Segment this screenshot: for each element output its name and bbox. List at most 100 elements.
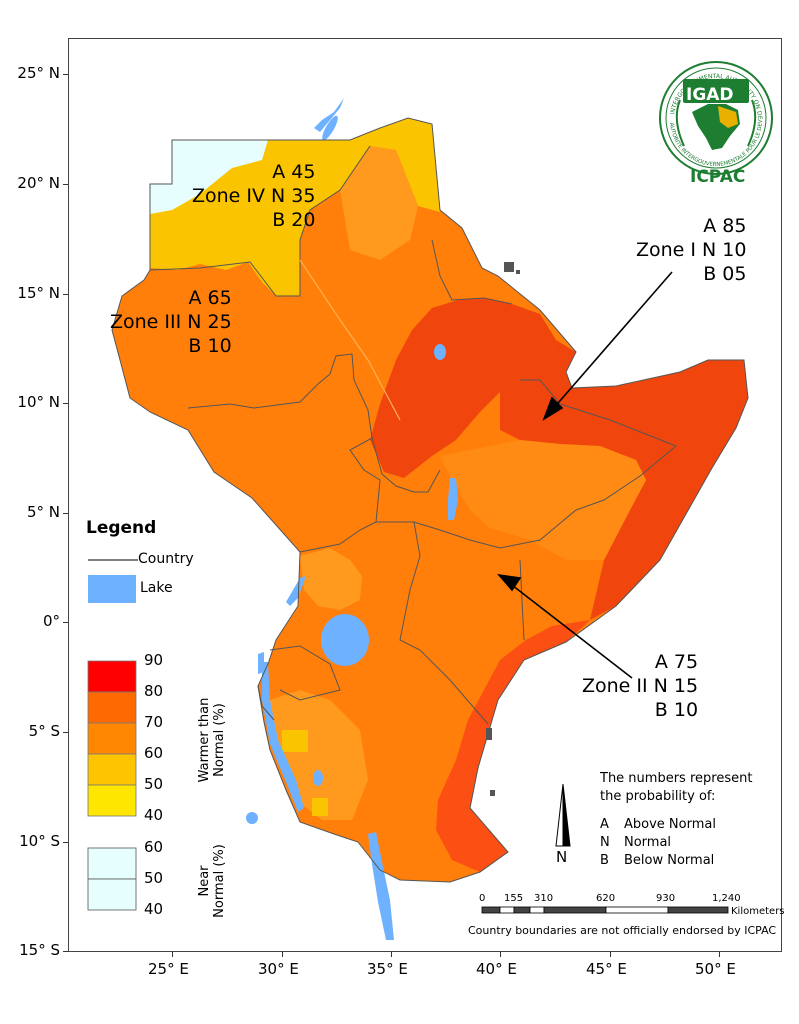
region-zone1: [370, 298, 556, 478]
zone2-b: B 10: [654, 699, 699, 721]
notes-intro-2: the probability of:: [600, 789, 716, 804]
zone2-label: A 75 Zone II N 15 B 10: [582, 650, 698, 722]
longitude-tick-mark: [610, 952, 611, 957]
notes-code-letter: N: [600, 835, 610, 850]
legend-near-value: 40: [144, 900, 164, 918]
notes-code-row: N Normal: [600, 834, 752, 852]
zone1-a: A 85: [703, 215, 747, 237]
zone3-n: N 25: [187, 311, 232, 333]
scale-bar-tick-label: 930: [656, 893, 676, 904]
legend-warmer-value: 90: [144, 651, 164, 669]
north-arrow: [555, 783, 571, 847]
zone-arrows: [496, 271, 673, 679]
boundary-disclaimer: Country boundaries are not officially en…: [468, 924, 777, 937]
lake-turkana: [448, 478, 458, 520]
region-uganda-light: [300, 548, 362, 610]
logo-igad-text: IGAD: [686, 85, 734, 105]
region-near-normal-sahara: [150, 140, 268, 214]
longitude-tick-mark: [282, 952, 283, 957]
scale-bar-tick-label: 0: [479, 893, 486, 904]
legend-warmer-caption-line1: Warmer than: [197, 697, 212, 783]
zone1-name: Zone I: [636, 239, 697, 261]
notes-code-label: Below Normal: [624, 853, 715, 868]
latitude-tick-label: 25° N: [17, 64, 60, 82]
legend-lake-label: Lake: [140, 580, 173, 596]
lake-rukwa: [313, 770, 323, 786]
zone2-a: A 75: [654, 651, 699, 673]
scale-bar: [481, 906, 729, 914]
lake-malawi: [368, 832, 394, 940]
zone4-label: A 45 Zone IV N 35 B 20: [192, 160, 315, 232]
notes-code-label: Above Normal: [624, 817, 716, 832]
longitude-tick-mark: [500, 952, 501, 957]
latitude-tick-mark: [63, 732, 68, 733]
longitude-tick-label: 40° E: [476, 960, 517, 978]
legend-lake-swatch: [88, 575, 136, 603]
region-coast-red: [436, 620, 590, 872]
longitude-tick-label: 30° E: [258, 960, 299, 978]
lake-victoria: [321, 614, 369, 666]
notes-code-letter: B: [600, 853, 609, 868]
zone1-b: B 05: [703, 263, 747, 285]
scale-bar-unit: Kilometers: [731, 906, 785, 917]
legend-near-value: 50: [144, 869, 164, 887]
latitude-tick-label: 10° N: [17, 393, 60, 411]
lake-mweru: [246, 812, 258, 824]
lake-nasser: [322, 115, 338, 141]
legend-country-label: Country: [138, 551, 194, 567]
region-small-yellow-2: [312, 798, 328, 816]
legend-warmer-ramp: [87, 660, 137, 817]
longitude-tick-label: 45° E: [586, 960, 627, 978]
longitude-tick-mark: [391, 952, 392, 957]
scale-bar-tick-label: 620: [596, 893, 616, 904]
latitude-tick-label: 15° N: [17, 284, 60, 302]
zone2-n: N 15: [653, 675, 699, 697]
latitude-tick-label: 15° S: [19, 941, 60, 959]
notes-code-row: B Below Normal: [600, 852, 752, 870]
region-base: [112, 118, 748, 882]
latitude-tick-mark: [63, 951, 68, 952]
latitude-tick-mark: [63, 842, 68, 843]
legend-warmer-caption: Warmer than Normal (%): [197, 695, 229, 785]
zone4-a: A 45: [272, 161, 316, 183]
legend-near-value: 60: [144, 838, 164, 856]
legend-warmer-value: 60: [144, 744, 164, 762]
zone3-name: Zone III: [110, 311, 182, 333]
region-sudan-lightband: [340, 146, 418, 260]
logo-icpac-text: ICPAC: [690, 167, 746, 187]
latitude-tick-mark: [63, 513, 68, 514]
longitude-tick-label: 25° E: [148, 960, 189, 978]
svg-text:INTERGOVERNMENTAL AUTHORITY ON: INTERGOVERNMENTAL AUTHORITY ON DEVELOPME…: [0, 0, 763, 120]
longitude-tick-label: 50° E: [695, 960, 736, 978]
legend-title: Legend: [86, 518, 157, 538]
red-sea-sliver: [314, 98, 344, 132]
zone3-b: B 10: [188, 335, 232, 357]
scale-bar-tick-label: 155: [504, 893, 524, 904]
scale-bar-tick-label: 1,240: [712, 893, 741, 904]
longitude-tick-mark: [172, 952, 173, 957]
legend-warmer-value: 80: [144, 682, 164, 700]
zone1-n: N 10: [702, 239, 747, 261]
notes-intro-1: The numbers represent: [600, 771, 753, 786]
islands: [486, 262, 520, 796]
region-small-yellow-1: [282, 730, 308, 752]
zone3-label: A 65 Zone III N 25 B 10: [110, 286, 232, 358]
lake-albert: [286, 576, 306, 606]
longitude-tick-mark: [719, 952, 720, 957]
legend-warmer-caption-line2: Normal (%): [212, 703, 227, 777]
notes-code-row: A Above Normal: [600, 816, 752, 834]
notes-code-label: Normal: [624, 835, 672, 850]
legend-warmer-value: 70: [144, 713, 164, 731]
legend-near-ramp: [87, 847, 137, 911]
legend-warmer-value: 40: [144, 806, 164, 824]
probability-notes: The numbers represent the probability of…: [600, 770, 752, 870]
region-zone2-band: [440, 440, 646, 560]
zone3-a: A 65: [188, 287, 232, 309]
scale-bar-tick-label: 310: [534, 893, 554, 904]
latitude-tick-mark: [63, 294, 68, 295]
latitude-tick-mark: [63, 403, 68, 404]
lake-tana: [434, 344, 446, 360]
lake-kivu: [258, 652, 264, 674]
